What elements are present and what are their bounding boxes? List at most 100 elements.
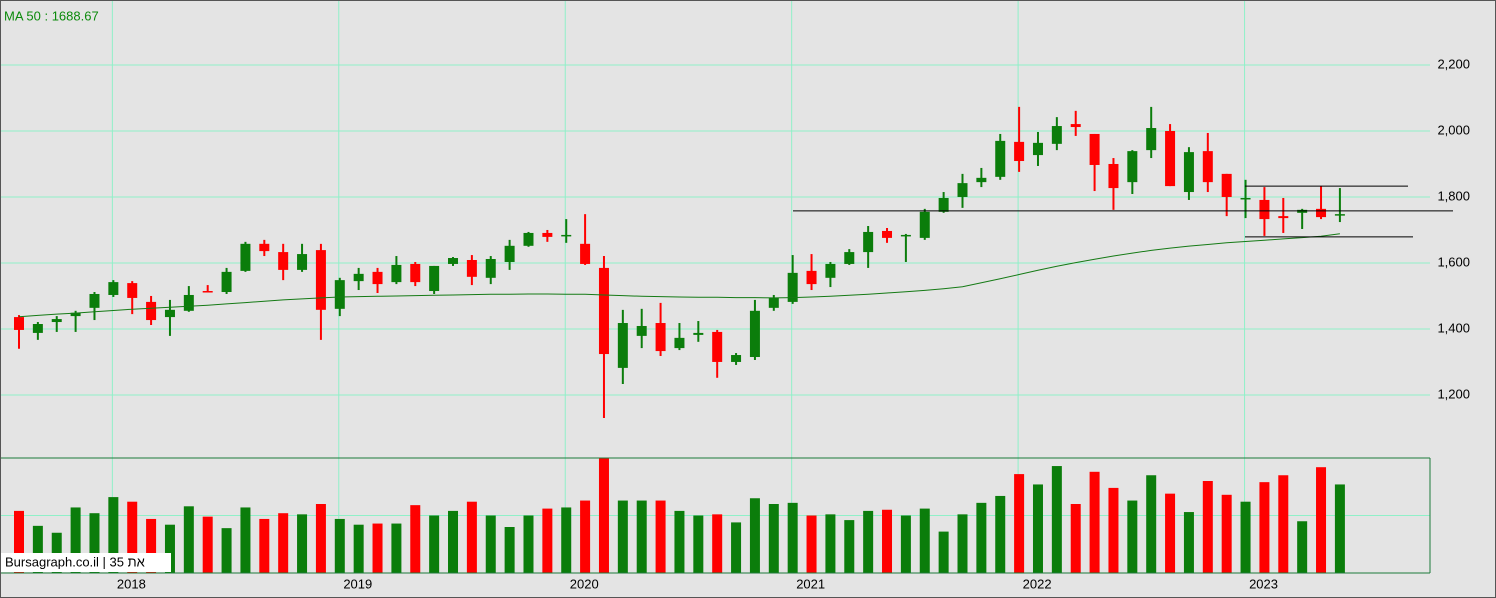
candle-body [598, 267, 609, 355]
candle-body [410, 263, 421, 283]
candle-body [1240, 197, 1251, 200]
volume-bar [1183, 512, 1194, 573]
candle-body [938, 197, 949, 212]
candle-body [1146, 128, 1157, 151]
candle-body [919, 211, 930, 238]
candle-body [259, 243, 270, 252]
volume-bar [429, 515, 440, 573]
volume-bar [768, 504, 779, 573]
volume-bar [674, 510, 685, 573]
candle-body [315, 250, 326, 310]
candle-body [466, 260, 477, 277]
candle-body [146, 301, 157, 321]
volume-bar [1089, 471, 1100, 573]
volume-bar [1316, 467, 1327, 573]
volume-bar [108, 497, 119, 573]
volume-bar [504, 527, 515, 573]
candle-body [108, 282, 119, 295]
candle-body [1032, 142, 1043, 156]
candle-body [334, 280, 345, 309]
candle-body [731, 355, 742, 362]
volume-bar [1146, 475, 1157, 573]
volume-bar [900, 515, 911, 573]
candle-body [1108, 163, 1119, 189]
candle-body [372, 271, 383, 285]
candle-body [693, 332, 704, 335]
volume-bar [1278, 475, 1289, 573]
volume-bar [1070, 504, 1081, 573]
volume-bar [1108, 487, 1119, 573]
y-tick-label: 2,200 [1437, 56, 1470, 71]
volume-bar [617, 500, 628, 573]
y-tick-label: 2,000 [1437, 122, 1470, 137]
volume-bar [1240, 501, 1251, 573]
volume-bar [183, 506, 194, 573]
volume-bar [32, 525, 43, 573]
volume-bar [202, 516, 213, 573]
volume-bar [749, 498, 760, 573]
x-tick-label: 2018 [117, 576, 146, 591]
candle-body [14, 317, 24, 330]
candle-body [863, 231, 874, 253]
candle-body [1259, 199, 1270, 220]
candle-body [1278, 216, 1289, 219]
volume-bar [806, 515, 817, 573]
candle-body [1221, 173, 1232, 197]
volume-bar [523, 515, 534, 573]
volume-bar [51, 532, 62, 573]
volume-bar [1297, 521, 1308, 573]
candle-body [485, 259, 496, 278]
volume-bar [598, 458, 609, 573]
volume-bar [580, 500, 591, 573]
volume-bar [712, 514, 723, 573]
volume-bar [1259, 482, 1270, 573]
volume-bar [636, 500, 647, 573]
volume-bar [372, 523, 383, 573]
volume-bar [731, 522, 742, 573]
volume-bar [882, 509, 893, 573]
volume-bar [542, 508, 553, 573]
volume-bar [353, 524, 364, 573]
candle-body [768, 297, 779, 308]
volume-bar [1334, 484, 1345, 573]
x-tick-label: 2021 [796, 576, 825, 591]
volume-bar [466, 501, 477, 573]
volume-bar [561, 507, 572, 573]
volume-bar [995, 495, 1006, 573]
x-tick-label: 2022 [1023, 576, 1052, 591]
candle-body [504, 245, 515, 262]
candle-body [353, 273, 364, 282]
x-tick-label: 2020 [570, 576, 599, 591]
x-tick-label: 2023 [1249, 576, 1278, 591]
candle-body [542, 232, 553, 237]
volume-bar [693, 515, 704, 573]
volume-bar [485, 515, 496, 573]
candle-body [127, 283, 138, 298]
volume-bar [919, 508, 930, 573]
candle-body [240, 243, 251, 271]
volume-bar [127, 501, 138, 573]
candle-body [448, 258, 459, 264]
candle-body [1183, 152, 1194, 193]
y-tick-label: 1,400 [1437, 320, 1470, 335]
volume-bar [89, 513, 100, 573]
volume-bar [1165, 493, 1176, 573]
candle-body [1202, 151, 1213, 183]
volume-bar [976, 502, 987, 573]
volume-bar [278, 513, 289, 573]
volume-bar [938, 531, 949, 573]
watermark-box [1, 553, 171, 572]
candle-body [674, 337, 685, 349]
candle-body [429, 265, 440, 292]
volume-bar [146, 518, 157, 573]
candle-body [221, 271, 232, 293]
y-tick-label: 1,200 [1437, 386, 1470, 401]
marks-layer [14, 106, 1453, 573]
volume-bar [844, 520, 855, 573]
volume-bar [1014, 474, 1025, 573]
candle-body [1334, 214, 1345, 216]
candle-body [523, 232, 534, 246]
candle-body [882, 230, 893, 238]
candle-body [900, 234, 911, 237]
volume-bar [297, 514, 308, 573]
